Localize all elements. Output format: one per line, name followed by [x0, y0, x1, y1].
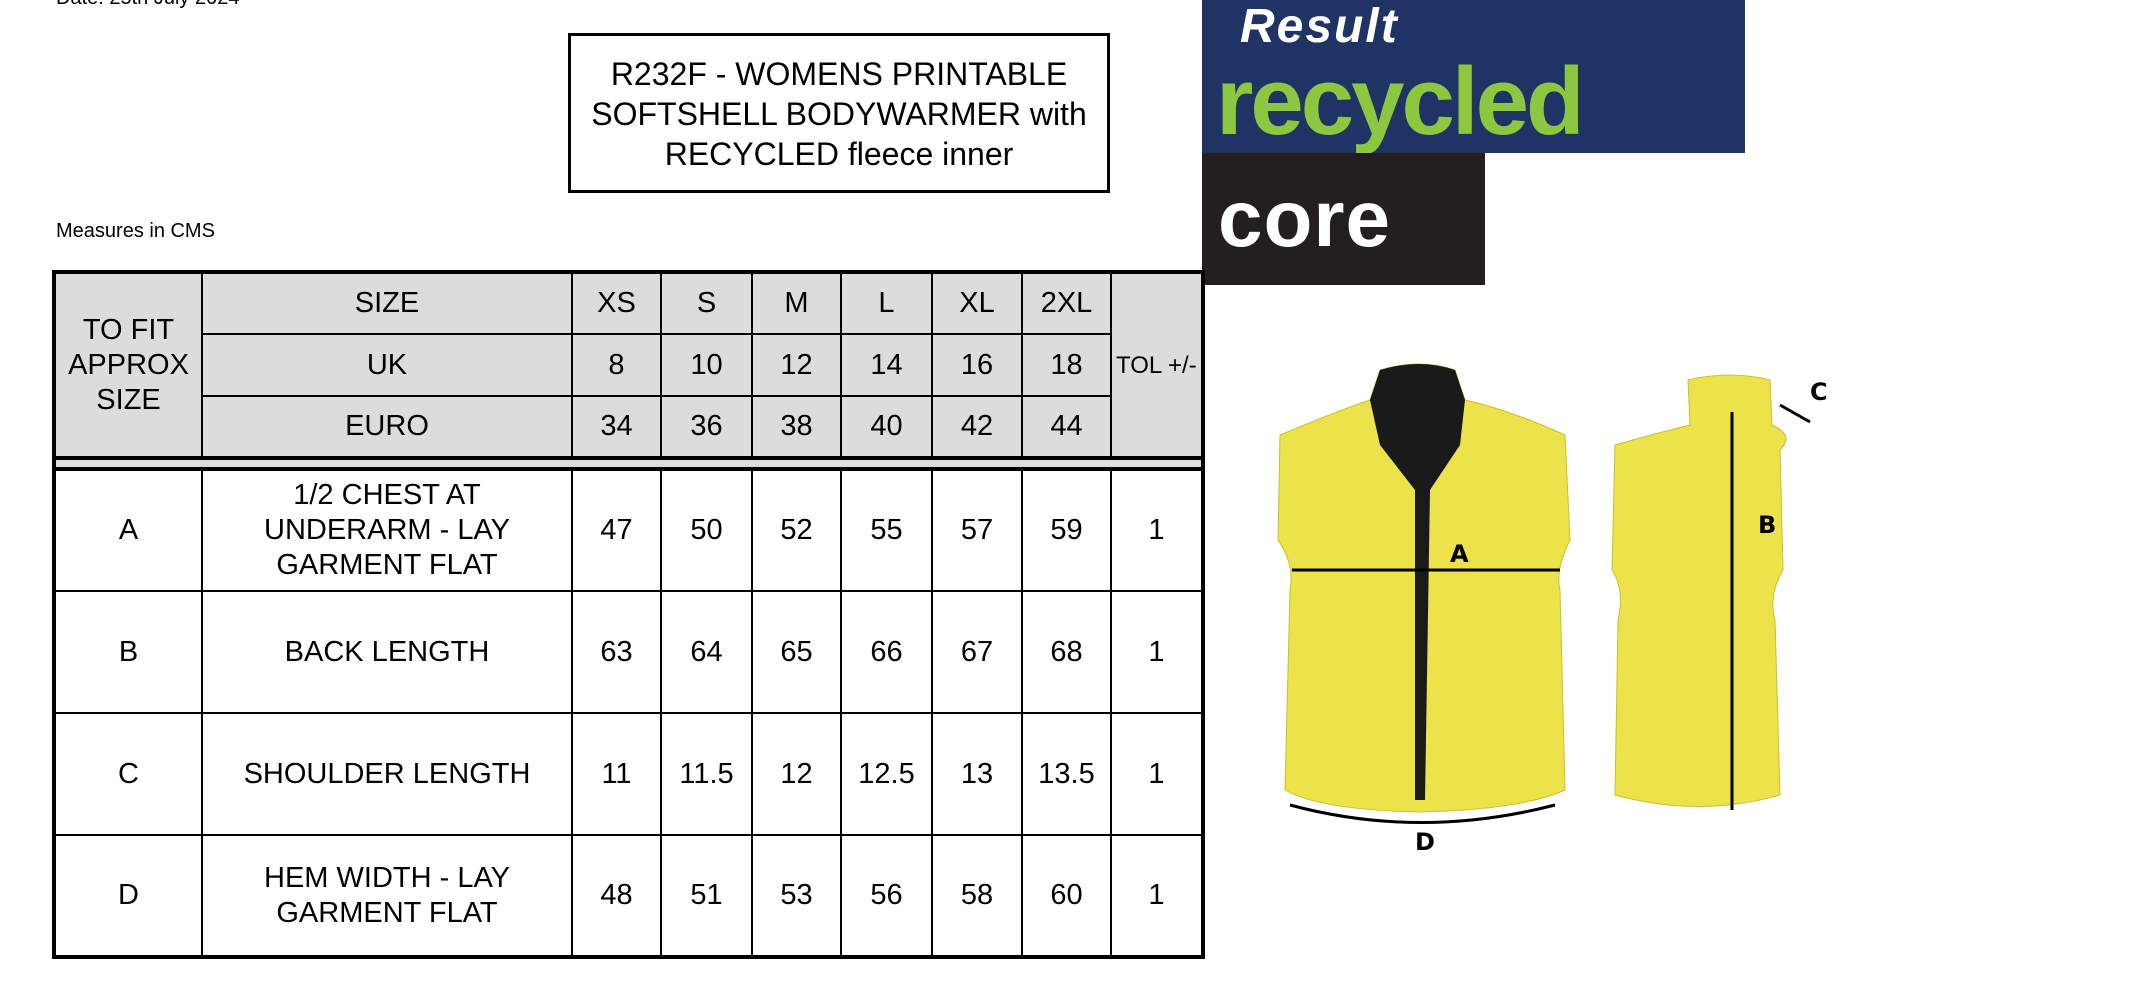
label-a: A [1450, 540, 1469, 568]
measure-value: 65 [751, 590, 842, 714]
front-view-garment: A D [1277, 363, 1571, 856]
size-row-label: SIZE [201, 271, 573, 335]
measure-value: 48 [571, 834, 662, 958]
size-cell: 10 [660, 333, 753, 397]
measure-value: 52 [751, 468, 842, 592]
size-cell: 16 [931, 333, 1023, 397]
size-cell: 44 [1021, 395, 1112, 459]
measure-value: 60 [1021, 834, 1112, 958]
table-row: D HEM WIDTH - LAY GARMENT FLAT 48 51 53 56 58 6… [53, 834, 1204, 958]
measure-value: 12.5 [840, 712, 933, 836]
measure-value: 68 [1021, 590, 1112, 714]
label-b: B [1758, 511, 1776, 539]
size-row-label: UK [201, 333, 573, 397]
measure-value: 66 [840, 590, 933, 714]
size-cell: 8 [571, 333, 662, 397]
size-cell: 40 [840, 395, 933, 459]
size-cell: XL [931, 271, 1023, 335]
logo-text-core: core [1218, 174, 1391, 263]
measure-value: 50 [660, 468, 753, 592]
measure-value: 51 [660, 834, 753, 958]
measure-value: 12 [751, 712, 842, 836]
measure-description: 1/2 CHEST AT UNDERARM - LAY GARMENT FLAT [201, 468, 573, 592]
size-cell: 34 [571, 395, 662, 459]
size-cell: 42 [931, 395, 1023, 459]
measure-value: 13.5 [1021, 712, 1112, 836]
measure-code: C [53, 712, 203, 836]
size-header-row: UK 8 10 12 14 16 18 [54, 333, 1203, 397]
garment-measurement-diagram: A D B C [1277, 363, 1828, 856]
size-cell: 36 [660, 395, 753, 459]
size-header-row: EURO 34 36 38 40 42 44 [54, 395, 1203, 459]
header-separator [52, 456, 1205, 471]
size-chart-table: TO FIT APPROX SIZE SIZE XS S M L XL 2XL TOL +/- U… [52, 270, 1205, 959]
document-date: Date: 25th July 2024 [56, 0, 239, 10]
tolerance-value: 1 [1110, 712, 1204, 836]
size-cell: 12 [751, 333, 842, 397]
tolerance-header: TOL +/- [1110, 271, 1204, 459]
size-cell: M [751, 271, 842, 335]
size-cell: L [840, 271, 933, 335]
measure-value: 67 [931, 590, 1023, 714]
table-row: C SHOULDER LENGTH 11 11.5 12 12.5 13 13.5 1 [53, 712, 1204, 836]
tolerance-value: 1 [1110, 834, 1204, 958]
size-cell: S [660, 271, 753, 335]
measure-value: 11.5 [660, 712, 753, 836]
core-logo: core [1202, 153, 1485, 285]
table-row: A 1/2 CHEST AT UNDERARM - LAY GARMENT FLA… [53, 468, 1204, 592]
measure-value: 63 [571, 590, 662, 714]
measure-description: SHOULDER LENGTH [201, 712, 573, 836]
tolerance-value: 1 [1110, 590, 1204, 714]
size-cell: 2XL [1021, 271, 1112, 335]
measure-description: BACK LENGTH [201, 590, 573, 714]
measure-value: 13 [931, 712, 1023, 836]
units-note: Measures in CMS [56, 220, 215, 242]
fit-label: TO FIT APPROX SIZE [53, 271, 203, 459]
size-cell: 14 [840, 333, 933, 397]
size-cell: 18 [1021, 333, 1112, 397]
measure-value: 47 [571, 468, 662, 592]
measure-description: HEM WIDTH - LAY GARMENT FLAT [201, 834, 573, 958]
measure-value: 56 [840, 834, 933, 958]
result-recycled-logo: Result recycled [1202, 0, 1745, 153]
table-row: B BACK LENGTH 63 64 65 66 67 68 1 [53, 590, 1204, 714]
measure-value: 53 [751, 834, 842, 958]
size-cell: XS [571, 271, 662, 335]
product-title: R232F - WOMENS PRINTABLE SOFTSHELL BODYW… [568, 33, 1110, 193]
measure-value: 57 [931, 468, 1023, 592]
logo-text-result: Result [1240, 0, 1399, 53]
label-c: C [1810, 378, 1828, 406]
size-header-row: TO FIT APPROX SIZE SIZE XS S M L XL 2XL TOL +/- [53, 271, 1204, 459]
measure-value: 11 [571, 712, 662, 836]
logo-text-recycled: recycled [1216, 48, 1585, 153]
measure-value: 59 [1021, 468, 1112, 592]
measure-code: B [53, 590, 203, 714]
measure-value: 55 [840, 468, 933, 592]
size-cell: 38 [751, 395, 842, 459]
back-view-garment: B C [1611, 374, 1828, 810]
size-row-label: EURO [201, 395, 573, 459]
measure-code: A [53, 468, 203, 592]
measure-code: D [53, 834, 203, 958]
label-d: D [1415, 828, 1435, 856]
tolerance-value: 1 [1110, 468, 1204, 592]
measure-value: 58 [931, 834, 1023, 958]
measure-value: 64 [660, 590, 753, 714]
